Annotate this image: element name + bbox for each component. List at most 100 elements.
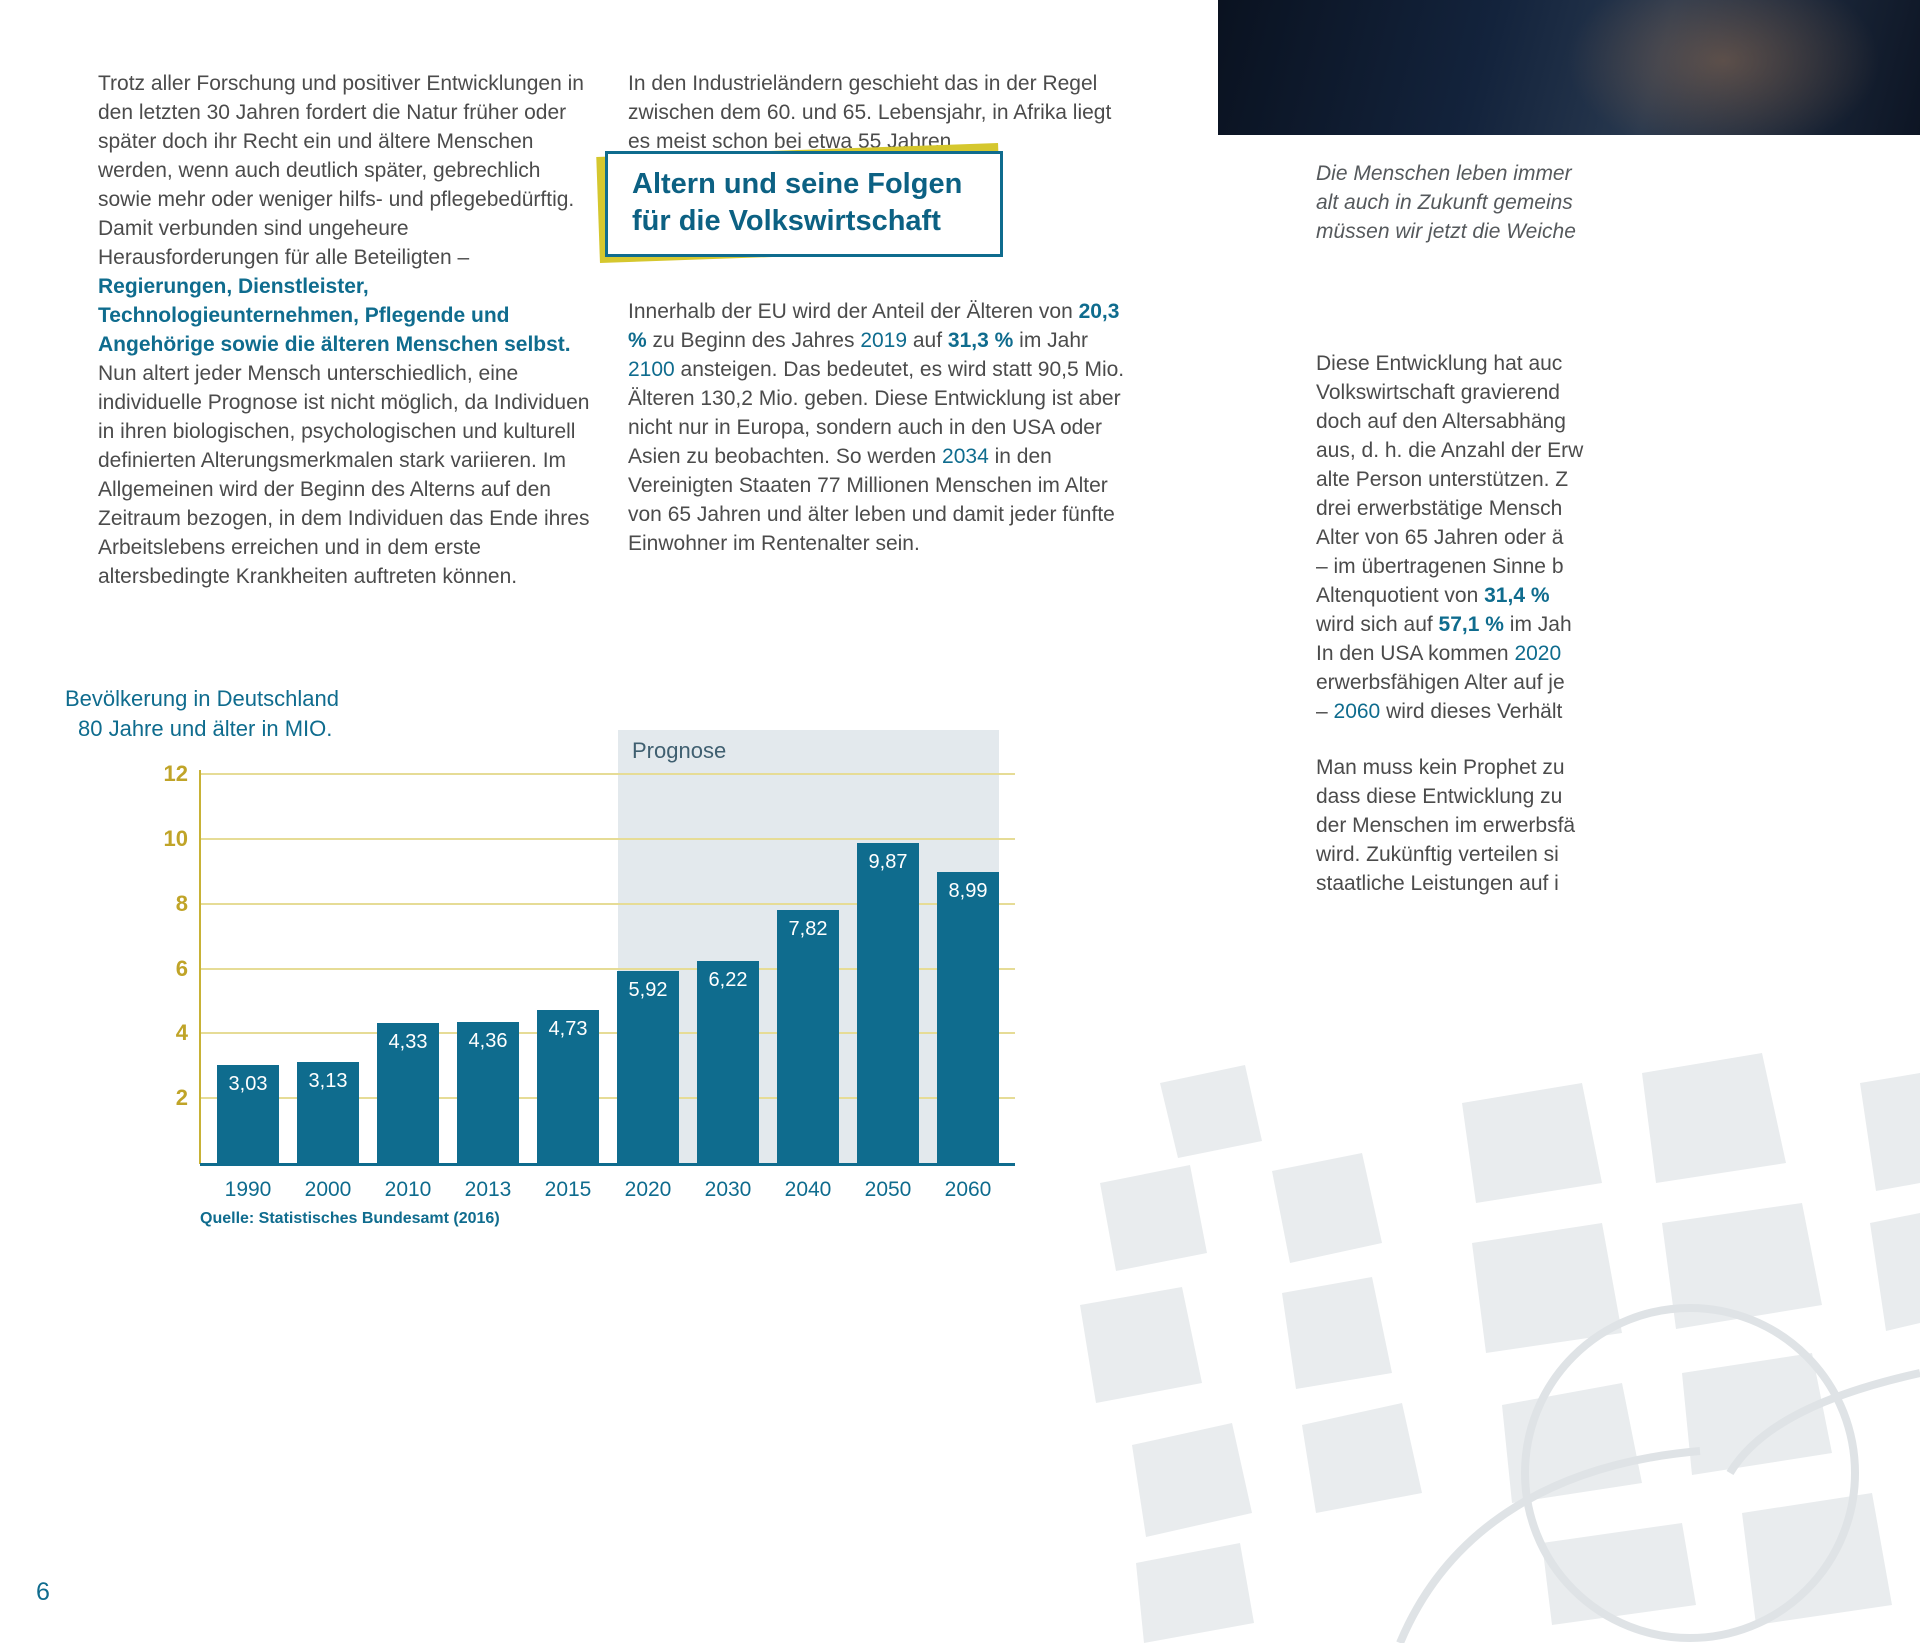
y-tick-label: 6 <box>175 956 188 981</box>
bar-value-label: 4,36 <box>468 1030 508 1052</box>
x-tick-label: 2013 <box>464 1178 512 1201</box>
bar-value-label: 4,73 <box>548 1018 588 1040</box>
text-line: Man muss kein Prophet zu <box>1316 756 1920 785</box>
text-run: Volkswirtschaft gravierend <box>1316 381 1560 404</box>
text-run: Alter von 65 Jahren oder ä <box>1316 526 1564 549</box>
x-tick-label: 1990 <box>224 1178 272 1201</box>
text-line: wird. Zukünftig verteilen si <box>1316 843 1920 872</box>
bar-value-label: 3,13 <box>308 1070 348 1092</box>
text-run: zu Beginn des Jahres <box>646 329 861 352</box>
text-line: Alter von 65 Jahren oder ä <box>1316 526 1920 555</box>
x-tick-label: 2015 <box>544 1178 592 1201</box>
y-tick-label: 8 <box>175 891 188 916</box>
pull-quote: Die Menschen leben immer alt auch in Zuku… <box>1316 162 1920 249</box>
text-run: wird dieses Verhält <box>1380 700 1563 723</box>
chart-x-axis-line <box>200 1163 1015 1166</box>
text-run: aus, d. h. die Anzahl der Erw <box>1316 439 1584 462</box>
text-line: – im übertragenen Sinne b <box>1316 555 1920 584</box>
text-run: Diese Entwicklung hat auc <box>1316 352 1563 375</box>
y-tick-label: 2 <box>175 1085 188 1110</box>
text-run: drei erwerbstätige Mensch <box>1316 497 1563 520</box>
text-run: der Menschen im erwerbsfä <box>1316 814 1576 837</box>
x-tick-label: 2030 <box>704 1178 752 1201</box>
text-run: staatliche Leistungen auf i <box>1316 872 1559 895</box>
text-run: wird. Zukünftig verteilen si <box>1316 843 1559 866</box>
text-run: in den Vereinigten Staaten 77 Millionen … <box>628 445 1115 555</box>
text-run: 2060 <box>1333 700 1381 723</box>
bar-value-label: 4,33 <box>388 1031 428 1053</box>
text-run: In den USA kommen <box>1316 642 1515 665</box>
bar <box>777 910 839 1163</box>
chart-subtitle: 80 Jahre und älter in MIO. <box>78 716 333 741</box>
text-run: im Jahr <box>1013 329 1088 352</box>
page-number: 6 <box>36 1578 50 1606</box>
section-heading-box: Altern und seine Folgen für die Volkswir… <box>605 151 1003 257</box>
x-tick-label: 2010 <box>384 1178 432 1201</box>
text-line: Volkswirtschaft gravierend <box>1316 381 1920 410</box>
chart-plot-area: 2 4 6 8 10 12 3,03 1990 3,13 2000 4,33 2010 4,36 2013… <box>0 686 1060 1266</box>
bar-value-label: 6,22 <box>708 969 748 991</box>
text-line: doch auf den Altersabhäng <box>1316 410 1920 439</box>
text-line: dass diese Entwicklung zu <box>1316 785 1920 814</box>
bar-value-label: 5,92 <box>628 979 668 1001</box>
bar <box>857 843 919 1163</box>
header-photo <box>1218 0 1920 135</box>
text-run: Die Menschen leben immer <box>1316 162 1572 185</box>
text-run: alt auch in Zukunft gemeins <box>1316 191 1573 214</box>
text-run: Trotz aller Forschung und positiver Entw… <box>98 72 584 269</box>
bar-value-label: 9,87 <box>868 851 908 873</box>
middle-intro-text: In den Industrieländern geschieht das in… <box>628 72 1112 153</box>
bar <box>457 1022 519 1163</box>
chart-title: Bevölkerung in Deutschland <box>65 686 339 711</box>
text-line: wird sich auf 57,1 % im Jah <box>1316 613 1920 642</box>
gridline <box>200 1097 1015 1099</box>
text-run: wird sich auf <box>1316 613 1439 636</box>
x-tick-label: 2000 <box>304 1178 352 1201</box>
text-line: staatliche Leistungen auf i <box>1316 872 1920 901</box>
text-run: 2100 <box>628 358 675 381</box>
text-line: alt auch in Zukunft gemeins <box>1316 191 1920 220</box>
text-run: 20,3 % <box>628 300 1120 352</box>
bar <box>697 961 759 1163</box>
x-tick-label: 2040 <box>784 1178 832 1201</box>
text-line: Die Menschen leben immer <box>1316 162 1920 191</box>
map-decoration-graphic <box>1080 1053 1920 1643</box>
text-run: 31,3 % <box>947 329 1014 352</box>
text-line: In den USA kommen 2020 <box>1316 642 1920 671</box>
x-tick-label: 2020 <box>624 1178 672 1201</box>
bar <box>297 1062 359 1163</box>
text-run: 2020 <box>1514 642 1562 665</box>
chart-y-axis-line <box>199 770 201 1164</box>
middle-intro-paragraph: In den Industrieländern geschieht das in… <box>628 69 1128 156</box>
text-run: auf <box>907 329 948 352</box>
text-line: Diese Entwicklung hat auc <box>1316 352 1920 381</box>
text-run: 2034 <box>942 445 989 468</box>
text-run: – <box>1316 700 1334 723</box>
x-tick-label: 2050 <box>864 1178 912 1201</box>
bar-value-label: 3,03 <box>228 1073 268 1095</box>
text-run: doch auf den Altersabhäng <box>1316 410 1566 433</box>
gridline <box>200 838 1015 840</box>
prognose-label: Prognose <box>632 738 727 763</box>
bar <box>377 1023 439 1163</box>
text-run: 57,1 % <box>1438 613 1504 636</box>
text-run: Regierungen, Dienstleister, Technologieu… <box>98 275 571 356</box>
text-line: aus, d. h. die Anzahl der Erw <box>1316 439 1920 468</box>
text-run: 31,4 % <box>1484 584 1550 607</box>
bar <box>617 971 679 1163</box>
bar <box>217 1065 279 1163</box>
text-line: müssen wir jetzt die Weiche <box>1316 220 1920 249</box>
text-run: Nun altert jeder Mensch unterschiedlich,… <box>98 362 590 588</box>
middle-body-paragraph: Innerhalb der EU wird der Anteil der Ält… <box>628 297 1128 558</box>
text-line: der Menschen im erwerbsfä <box>1316 814 1920 843</box>
text-run: – im übertragenen Sinne b <box>1316 555 1564 578</box>
bar-value-label: 8,99 <box>948 880 988 902</box>
y-tick-label: 12 <box>163 761 188 786</box>
text-run: Altenquotient von <box>1316 584 1485 607</box>
text-line: – 2060 wird dieses Verhält <box>1316 700 1920 729</box>
text-line: Altenquotient von 31,4 % <box>1316 584 1920 613</box>
text-run: 2019 <box>860 329 908 352</box>
left-column-paragraph: Trotz aller Forschung und positiver Entw… <box>98 69 590 591</box>
y-tick-label: 10 <box>163 826 188 851</box>
text-line: erwerbsfähigen Alter auf je <box>1316 671 1920 700</box>
